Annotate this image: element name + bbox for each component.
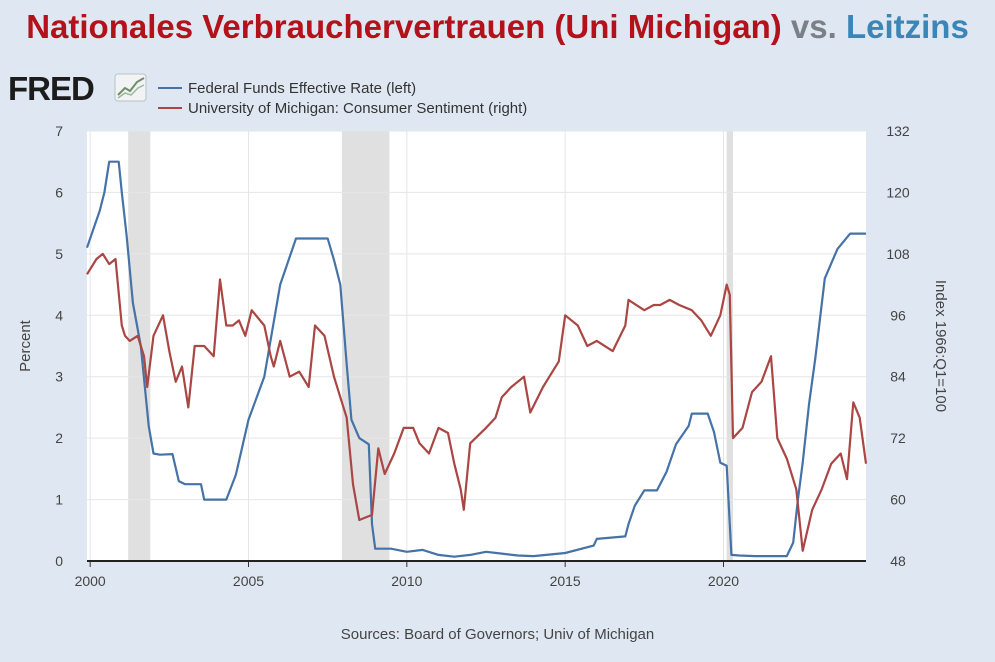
page-title: Nationales Verbrauchervertrauen (Uni Mic… <box>0 8 995 46</box>
title-part-vs: vs. <box>790 8 837 45</box>
title-part-rate: Leitzins <box>845 8 969 45</box>
left-tick-label: 0 <box>55 553 63 569</box>
x-tick-label: 2015 <box>550 573 581 589</box>
left-tick-label: 2 <box>55 430 63 446</box>
legend-item-fedfunds: Federal Funds Effective Rate (left) <box>158 78 527 98</box>
line-chart-icon <box>114 73 147 102</box>
right-tick-label: 84 <box>890 369 906 385</box>
right-tick-label: 108 <box>886 246 910 262</box>
left-tick-label: 4 <box>55 307 63 323</box>
legend-label-fedfunds: Federal Funds Effective Rate (left) <box>188 79 417 97</box>
legend-item-sentiment: University of Michigan: Consumer Sentime… <box>158 98 527 118</box>
recession-band-1 <box>341 131 390 561</box>
recession-band-2 <box>726 131 733 561</box>
legend-swatch-sentiment <box>158 107 182 109</box>
legend-label-sentiment: University of Michigan: Consumer Sentime… <box>188 99 528 117</box>
right-tick-label: 72 <box>890 430 906 446</box>
title-part-sentiment: Nationales Verbrauchervertrauen (Uni Mic… <box>26 8 782 45</box>
x-tick-label: 2005 <box>233 573 264 589</box>
left-tick-label: 5 <box>55 246 63 262</box>
left-axis-label: Percent <box>17 319 34 372</box>
fedfunds-line <box>85 160 866 558</box>
x-tick-label: 2020 <box>708 573 739 589</box>
chart-legend: Federal Funds Effective Rate (left) Univ… <box>158 78 527 118</box>
recession-band-0 <box>128 131 151 561</box>
right-tick-label: 48 <box>890 553 906 569</box>
right-tick-label: 120 <box>886 184 910 200</box>
x-tick-label: 2010 <box>391 573 422 589</box>
sentiment-line <box>86 252 868 552</box>
source-note: Sources: Board of Governors; Univ of Mic… <box>340 626 655 643</box>
left-tick-label: 1 <box>55 492 63 508</box>
plot-area <box>87 131 866 561</box>
left-tick-label: 3 <box>55 369 63 385</box>
left-tick-label: 7 <box>55 123 63 139</box>
right-tick-label: 132 <box>886 123 910 139</box>
right-axis-label: Index 1966:Q1=100 <box>932 280 949 412</box>
left-tick-label: 6 <box>55 184 63 200</box>
fred-logo: FRED <box>8 70 95 107</box>
x-tick-label: 2000 <box>75 573 106 589</box>
right-tick-label: 60 <box>890 492 906 508</box>
legend-swatch-fedfunds <box>158 87 182 89</box>
right-tick-label: 96 <box>890 307 906 323</box>
